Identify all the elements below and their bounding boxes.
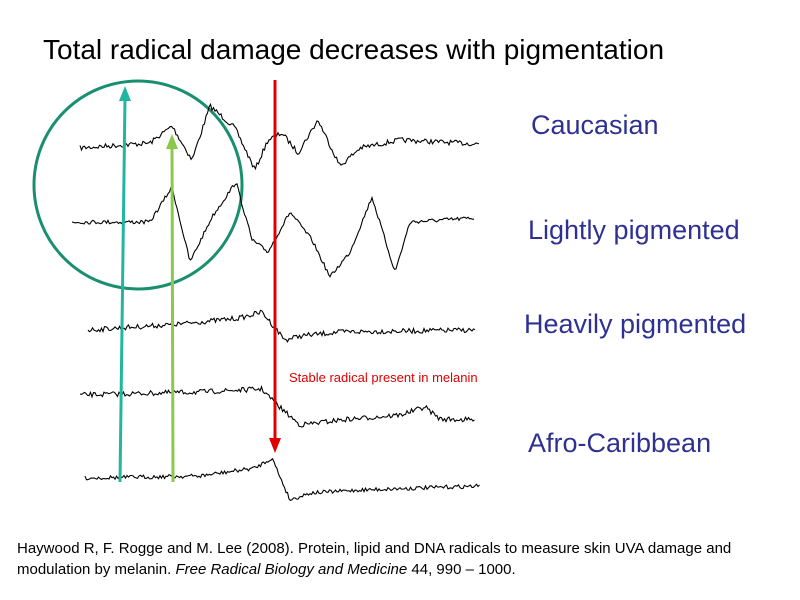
spectra-traces bbox=[71, 102, 480, 502]
label-heavily-pigmented: Heavily pigmented bbox=[524, 309, 747, 339]
trace-afro-caribbean bbox=[84, 457, 480, 502]
citation-volume-pages: 44, 990 – 1000. bbox=[407, 561, 516, 578]
label-lightly-pigmented: Lightly pigmented bbox=[528, 215, 740, 245]
red-arrow-head bbox=[269, 438, 281, 453]
trace-heavily-pigmented bbox=[87, 309, 476, 343]
trace-lightly-pigmented bbox=[71, 183, 474, 278]
stable-radical-annotation: Stable radical present in melanin bbox=[289, 370, 478, 385]
teal-arrow-shaft bbox=[118, 97, 127, 483]
trace-mid bbox=[79, 384, 475, 428]
teal-arrow-head bbox=[119, 86, 131, 101]
citation: Haywood R, F. Rogge and M. Lee (2008). P… bbox=[17, 538, 787, 580]
citation-journal: Free Radical Biology and Medicine bbox=[175, 561, 408, 578]
label-afro-caribbean: Afro-Caribbean bbox=[528, 428, 712, 458]
citation-text: Haywood R, F. Rogge and M. Lee (2008). P… bbox=[17, 540, 732, 578]
green-arrow-shaft bbox=[170, 145, 175, 483]
highlight-circle bbox=[32, 79, 244, 291]
green-arrow-head bbox=[166, 134, 178, 149]
trace-caucasian bbox=[79, 102, 480, 171]
label-caucasian: Caucasian bbox=[531, 110, 659, 140]
slide-title: Total radical damage decreases with pigm… bbox=[43, 34, 665, 65]
